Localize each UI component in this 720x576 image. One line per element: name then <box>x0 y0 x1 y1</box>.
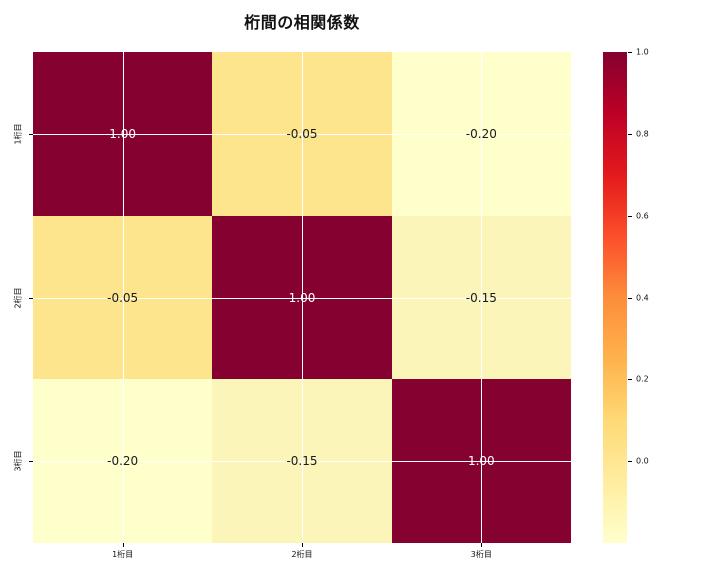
cell-value: -0.15 <box>286 454 318 469</box>
chart-title: 桁間の相関係数 <box>244 13 360 32</box>
colorbar: 1.0 0.8 0.6 0.4 0.2 0.0 <box>603 48 649 543</box>
gridline-horizontal <box>33 461 571 463</box>
y-axis-tick-label: 1桁目 <box>13 123 23 145</box>
cell-value: -0.20 <box>465 126 497 141</box>
cell-value: 1.00 <box>467 454 495 469</box>
colorbar-tick-label: 0.6 <box>636 211 649 221</box>
x-axis-tick <box>122 543 124 547</box>
colorbar-tick <box>628 215 632 217</box>
colorbar-tick-label: 1.0 <box>636 47 649 57</box>
x-axis-tick-label: 1桁目 <box>112 550 134 559</box>
colorbar-tick-label: 0.4 <box>636 293 649 302</box>
colorbar-tick-label: 0.8 <box>636 129 649 139</box>
cell-value: -0.20 <box>107 454 139 469</box>
gridline-vertical <box>481 52 483 543</box>
y-axis-tick <box>29 297 33 299</box>
heatmap-cell <box>391 215 571 380</box>
colorbar-gradient <box>603 52 627 543</box>
x-axis-tick-label: 3桁目 <box>470 550 492 559</box>
y-axis-tick-label: 3桁目 <box>13 450 23 472</box>
y-axis-tick <box>29 461 33 463</box>
colorbar-tick <box>628 379 632 381</box>
heatmap-plot: 1.00 -0.05 -0.20 -0.05 1.00 -0.15 -0.20 -0.15 1.… <box>14 52 571 559</box>
colorbar-tick <box>628 461 632 463</box>
colorbar-tick <box>628 52 632 53</box>
colorbar-tick-label: 0.2 <box>636 374 649 384</box>
colorbar-tick <box>628 133 632 135</box>
cell-value: -0.05 <box>107 290 139 305</box>
x-axis-tick <box>302 543 303 547</box>
y-axis-tick-label: 2桁目 <box>13 286 23 309</box>
x-axis-tick <box>481 543 483 547</box>
cell-value: -0.15 <box>465 290 497 305</box>
x-axis-tick-label: 2桁目 <box>291 550 313 559</box>
y-axis-tick <box>29 133 33 135</box>
colorbar-tick-label: 0.0 <box>636 456 649 466</box>
gridline-horizontal <box>33 297 571 299</box>
cell-value: 1.00 <box>288 290 316 305</box>
heatmap-cell <box>212 215 392 380</box>
cell-value: -0.05 <box>286 126 318 141</box>
colorbar-tick <box>628 297 632 299</box>
cell-value: 1.00 <box>109 126 137 141</box>
